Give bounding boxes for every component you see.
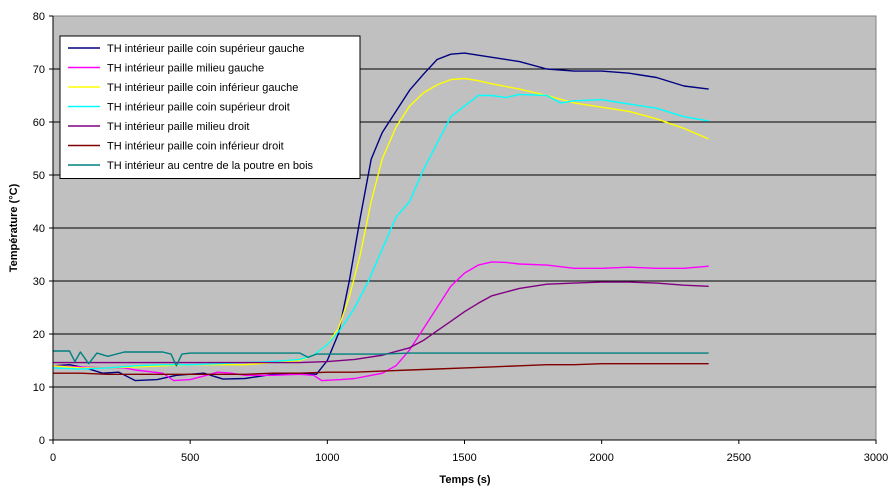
x-tick-label: 1500: [452, 452, 476, 464]
y-tick-label: 0: [39, 435, 45, 447]
legend-label: TH intérieur au centre de la poutre en b…: [107, 160, 314, 172]
legend-label: TH intérieur paille coin supérieur gauch…: [107, 43, 305, 55]
y-tick-label: 40: [33, 223, 45, 235]
x-tick-label: 500: [181, 452, 199, 464]
axes: 0 10 20 30 40 50 60 70 80 0 500 1000 1500 2000 2500 300…: [33, 11, 888, 464]
legend-box: [59, 35, 361, 179]
series-line: [52, 52, 709, 382]
x-axis-label: Temps (s): [439, 474, 490, 486]
x-tick-label: 3000: [864, 452, 888, 464]
y-axis-label: Température (°C): [8, 183, 20, 272]
y-tick-label: 60: [33, 117, 45, 129]
legend-label: TH intérieur paille coin supérieur droit: [107, 102, 290, 114]
y-tick-label: 70: [33, 64, 45, 76]
series-lines: [52, 52, 709, 382]
series-line: [52, 93, 709, 370]
series-line: [52, 261, 709, 382]
series-line: [53, 350, 709, 367]
x-tick-label: 1000: [315, 452, 339, 464]
legend: TH intérieur paille coin supérieur gauch…: [59, 35, 361, 179]
series-line: [53, 363, 709, 375]
y-tick-label: 20: [33, 329, 45, 341]
y-tick-label: 80: [33, 11, 45, 23]
x-tick-label: 2000: [589, 452, 613, 464]
x-tick-label: 2500: [727, 452, 751, 464]
series-line: [53, 281, 709, 364]
legend-label: TH intérieur paille coin inférieur gauch…: [107, 82, 298, 94]
legend-label: TH intérieur paille coin inférieur droit: [107, 141, 284, 153]
y-tick-label: 30: [33, 276, 45, 288]
legend-label: TH intérieur paille milieu droit: [107, 121, 249, 133]
y-tick-label: 50: [33, 170, 45, 182]
legend-label: TH intérieur paille milieu gauche: [107, 63, 264, 75]
x-tick-label: 0: [50, 452, 56, 464]
y-tick-label: 10: [33, 382, 45, 394]
